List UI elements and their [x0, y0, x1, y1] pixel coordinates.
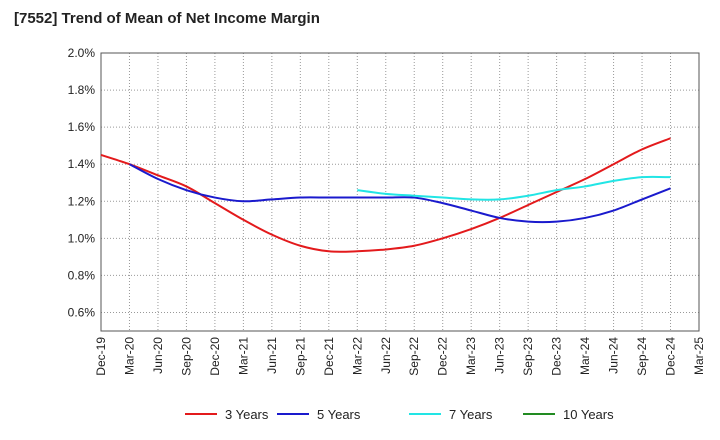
- y-tick-label: 1.2%: [68, 194, 96, 208]
- y-tick-label: 0.8%: [68, 268, 96, 282]
- x-tick-label: Dec-22: [436, 337, 450, 376]
- y-tick-label: 1.6%: [68, 120, 96, 134]
- x-tick-label: Jun-22: [379, 337, 393, 374]
- x-tick-label: Mar-24: [578, 337, 592, 375]
- legend: 3 Years 5 Years 7 Years 10 Years: [185, 407, 614, 422]
- series-line-7-years: [357, 175, 671, 201]
- y-tick-label: 2.0%: [68, 46, 96, 60]
- x-tick-label: Sep-23: [521, 337, 535, 376]
- x-tick-label: Jun-21: [265, 337, 279, 374]
- x-tick-label: Jun-24: [607, 337, 621, 374]
- series-lines: [100, 137, 671, 253]
- series-line-3-years: [100, 137, 671, 253]
- series-line-5-years: [129, 163, 671, 224]
- x-axis-tick-labels: Dec-19 Mar-20 Jun-20 Sep-20 Dec-20 Mar-21 Jun-…: [94, 337, 706, 376]
- y-axis-tick-labels: 0.6% 0.8% 1.0% 1.2% 1.4% 1.6% 1.8% 2.0%: [68, 46, 96, 319]
- x-tick-label: Dec-20: [208, 337, 222, 376]
- chart-title: [7552] Trend of Mean of Net Income Margi…: [14, 10, 320, 27]
- x-tick-label: Dec-19: [94, 337, 108, 376]
- x-tick-label: Sep-21: [293, 337, 307, 376]
- legend-label: 10 Years: [563, 407, 614, 422]
- x-tick-label: Mar-25: [692, 337, 706, 375]
- x-tick-label: Dec-23: [550, 337, 564, 376]
- plot-frame: [100, 52, 700, 332]
- y-tick-label: 1.0%: [68, 231, 96, 245]
- x-tick-label: Dec-24: [664, 337, 678, 376]
- x-tick-label: Sep-24: [635, 337, 649, 376]
- x-tick-label: Sep-22: [407, 337, 421, 376]
- x-tick-label: Jun-20: [151, 337, 165, 374]
- x-tick-label: Jun-23: [493, 337, 507, 374]
- x-tick-label: Dec-21: [322, 337, 336, 376]
- x-tick-label: Mar-21: [236, 337, 250, 375]
- y-tick-label: 1.4%: [68, 157, 96, 171]
- y-tick-label: 0.6%: [68, 305, 96, 319]
- x-tick-label: Sep-20: [179, 337, 193, 376]
- y-tick-label: 1.8%: [68, 83, 96, 97]
- grid: [100, 52, 700, 332]
- legend-label: 3 Years: [225, 407, 269, 422]
- x-tick-label: Mar-20: [122, 337, 136, 375]
- legend-label: 7 Years: [449, 407, 493, 422]
- x-tick-label: Mar-22: [350, 337, 364, 375]
- x-tick-label: Mar-23: [464, 337, 478, 375]
- legend-label: 5 Years: [317, 407, 361, 422]
